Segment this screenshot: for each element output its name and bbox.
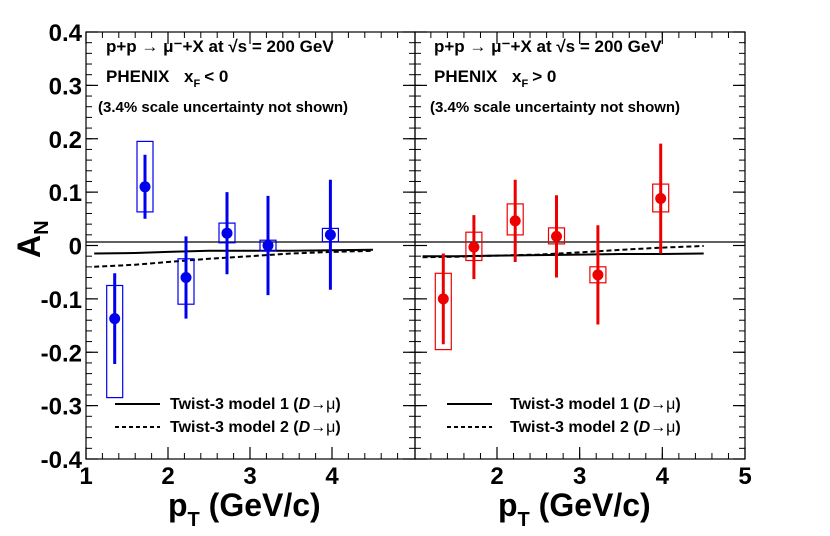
left-data-point-3 xyxy=(180,272,192,283)
left-x-tick-label: 4 xyxy=(325,463,339,490)
right-scale-note: (3.4% scale uncertainty not shown) xyxy=(430,99,680,116)
right-data-point-2 xyxy=(468,241,480,253)
right-data-point-3 xyxy=(509,215,521,227)
right-curve-model2 xyxy=(422,245,704,259)
right-data-point-4 xyxy=(551,230,562,242)
left-process-label: p+p → μ⁻+X at √s = 200 GeV xyxy=(106,37,334,56)
left-x-tick-label: 1 xyxy=(79,463,92,490)
right-data-point-5 xyxy=(592,269,604,281)
axis-ticks: 0.4 0.3 0.2 0.1 0 -0.1 -0.2 -0.3 -0.41 2 3 4 2 3 4 5 xyxy=(41,20,752,490)
left-plot-frame xyxy=(85,31,416,460)
y-tick-label: 0.3 xyxy=(49,73,82,100)
right-x-tick-label: 4 xyxy=(656,463,670,490)
y-tick-label: 0.2 xyxy=(49,127,82,154)
y-tick-label: -0.2 xyxy=(41,340,82,367)
y-tick-label: 0.4 xyxy=(49,20,83,47)
left-legend-model1: Twist-3 model 1 (D→μ) xyxy=(170,396,341,413)
right-x-tick-label: 3 xyxy=(573,463,586,490)
left-x-tick-label: 2 xyxy=(161,463,174,490)
left-data-point-5 xyxy=(262,240,274,251)
left-data-point-4 xyxy=(221,227,233,239)
left-x-tick-label: 3 xyxy=(243,463,256,490)
y-tick-label: -0.3 xyxy=(41,394,82,421)
y-tick-label: 0.1 xyxy=(49,180,82,207)
right-data-point-1 xyxy=(437,293,449,305)
left-scale-note: (3.4% scale uncertainty not shown) xyxy=(98,99,348,116)
y-tick-label: -0.4 xyxy=(41,447,83,474)
left-data-point-6 xyxy=(324,229,336,241)
y-axis-title: AN xyxy=(11,220,53,258)
right-process-label: p+p → μ⁻+X at √s = 200 GeV xyxy=(434,37,662,56)
left-curve-model1 xyxy=(94,248,374,255)
left-experiment-label: PHENIX xF < 0 xyxy=(106,67,228,90)
right-data-point-6 xyxy=(655,193,667,204)
y-tick-label: -0.1 xyxy=(41,287,82,314)
left-legend-model2: Twist-3 model 2 (D→μ) xyxy=(170,419,341,436)
left-data-point-2 xyxy=(139,181,151,193)
left-x-axis-title: pT (GeV/c) xyxy=(168,487,321,531)
right-legend-model1: Twist-3 model 1 (D→μ) xyxy=(510,396,681,413)
right-panel: p+p → μ⁻+X at √s = 200 GeV PHENIX xF > 0 … xyxy=(414,31,746,460)
y-tick-label: 0 xyxy=(69,234,82,261)
right-x-tick-label: 2 xyxy=(490,463,503,490)
left-panel: p+p → μ⁻+X at √s = 200 GeV PHENIX xF < 0 … xyxy=(85,31,416,460)
left-data-point-1 xyxy=(109,313,121,325)
right-experiment-label: PHENIX xF > 0 xyxy=(434,67,556,90)
right-x-axis-title: pT (GeV/c) xyxy=(498,487,651,531)
right-legend-model2: Twist-3 model 2 (D→μ) xyxy=(510,419,681,436)
left-legend: Twist-3 model 1 (D→μ) Twist-3 model 2 (D… xyxy=(115,396,341,436)
right-x-tick-label: 5 xyxy=(738,463,751,490)
right-legend: Twist-3 model 1 (D→μ) Twist-3 model 2 (D… xyxy=(447,396,681,436)
